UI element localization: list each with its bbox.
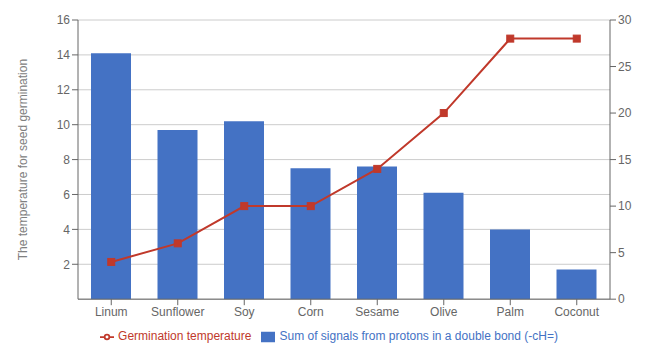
svg-text:Coconut: Coconut — [554, 305, 599, 319]
svg-text:Soy: Soy — [234, 305, 255, 319]
svg-text:Linum: Linum — [95, 305, 128, 319]
svg-text:5: 5 — [618, 246, 625, 260]
svg-text:20: 20 — [618, 106, 632, 120]
svg-text:2: 2 — [63, 258, 70, 272]
svg-text:Sesame: Sesame — [355, 305, 399, 319]
svg-text:16: 16 — [57, 13, 71, 27]
svg-text:10: 10 — [57, 118, 71, 132]
svg-text:25: 25 — [618, 60, 632, 74]
svg-text:14: 14 — [57, 48, 71, 62]
svg-text:12: 12 — [57, 83, 71, 97]
svg-text:Sunflower: Sunflower — [151, 305, 204, 319]
svg-text:8: 8 — [63, 153, 70, 167]
html-text:Sum of signals from protons in: Sum of signals from protons in a double … — [279, 329, 558, 344]
svg-text:Corn: Corn — [298, 305, 324, 319]
svg-text:30: 30 — [618, 13, 632, 27]
svg-text:4: 4 — [63, 223, 70, 237]
svg-text:The temperature for seed germi: The temperature for seed germination — [16, 59, 30, 260]
svg-text:10: 10 — [618, 199, 632, 213]
svg-text:Palm: Palm — [497, 305, 524, 319]
html-text:Germination temperature: Germination temperature — [118, 329, 252, 344]
svg-text:6: 6 — [63, 188, 70, 202]
svg-text:Olive: Olive — [430, 305, 458, 319]
svg-text:0: 0 — [618, 292, 625, 306]
svg-text:15: 15 — [618, 153, 632, 167]
